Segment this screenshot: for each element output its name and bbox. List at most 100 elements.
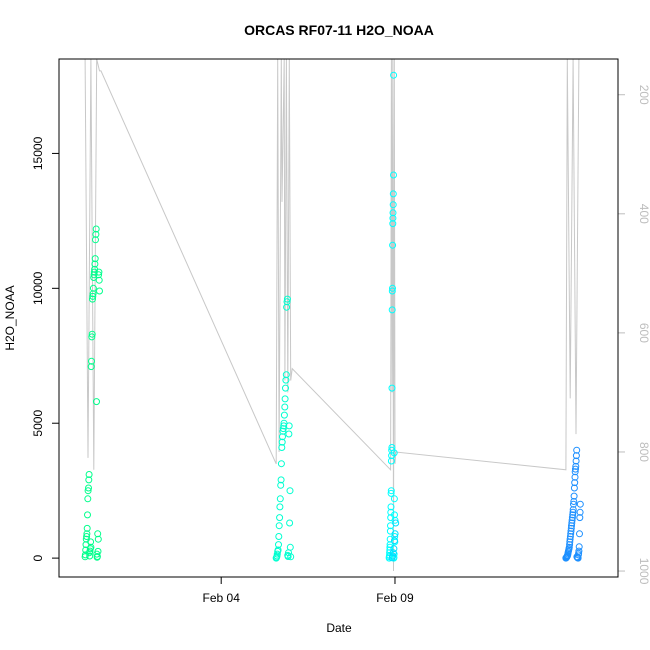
x-tick-label: Feb 04: [203, 591, 241, 605]
data-point-rf11: [570, 500, 577, 508]
data-point-rf07: [94, 535, 102, 543]
data-point-rf11: [566, 538, 574, 546]
data-point-rf07: [95, 271, 103, 279]
plot-box: [58, 58, 619, 578]
data-point-rf09: [389, 201, 397, 209]
data-point-rf07: [87, 543, 95, 551]
data-point-rf11: [572, 465, 579, 473]
data-point-rf11: [566, 535, 574, 543]
data-point-rf07: [95, 276, 103, 284]
data-point-rf11: [571, 479, 579, 487]
data-point-rf07: [91, 255, 99, 263]
data-point-rf11: [576, 500, 584, 508]
data-point-rf11: [575, 543, 583, 551]
data-point-rf08: [273, 550, 281, 558]
data-point-rf07: [94, 547, 102, 555]
data-point-rf08: [287, 553, 295, 561]
data-point-rf11: [576, 508, 584, 516]
data-point-rf09: [387, 489, 395, 497]
data-point-rf08: [286, 543, 294, 551]
data-point-rf11: [570, 484, 578, 492]
data-point-rf11: [573, 446, 581, 454]
data-point-rf09: [387, 503, 395, 511]
data-point-rf08: [281, 403, 289, 411]
data-point-rf08: [275, 533, 283, 540]
points-layer: [81, 71, 584, 562]
data-point-rf11: [568, 522, 575, 530]
data-point-rf08: [281, 395, 289, 403]
data-point-rf08: [284, 553, 292, 560]
data-point-rf08: [280, 411, 288, 419]
chart-title: ORCAS RF07-11 H2O_NOAA: [244, 22, 434, 38]
data-point-rf07: [91, 260, 99, 268]
data-point-rf10: [389, 552, 397, 560]
data-point-rf08: [278, 444, 286, 451]
data-point-rf07: [89, 292, 97, 300]
data-point-rf08: [282, 371, 290, 379]
data-point-rf07: [85, 471, 93, 478]
data-point-rf11: [576, 530, 583, 538]
y2-tick-label: 1000: [637, 558, 650, 585]
data-point-rf08: [279, 433, 286, 441]
data-point-rf08: [276, 514, 284, 522]
data-point-rf08: [275, 541, 282, 549]
data-point-rf09: [389, 190, 397, 198]
data-point-rf11: [571, 468, 579, 476]
y2-tick-label: 600: [637, 323, 650, 343]
y2-tick-label: 800: [637, 442, 650, 462]
data-point-rf08: [286, 487, 294, 495]
data-point-rf08: [285, 422, 293, 430]
data-point-rf07: [89, 295, 96, 303]
data-point-rf09: [389, 220, 397, 228]
data-point-rf09: [387, 487, 395, 495]
data-point-rf07: [87, 538, 95, 546]
data-point-rf10: [390, 545, 398, 553]
data-point-rf09: [386, 543, 394, 551]
data-point-rf11: [572, 462, 580, 470]
data-point-rf07: [95, 268, 103, 276]
data-point-rf08: [277, 481, 285, 489]
y2-tick-label: 200: [637, 85, 650, 105]
data-point-rf11: [574, 554, 582, 562]
y2-tick-label: 400: [637, 204, 650, 224]
data-point-rf07: [93, 398, 100, 406]
data-point-rf11: [569, 508, 577, 516]
data-point-rf08: [279, 425, 287, 433]
data-point-rf08: [286, 519, 294, 527]
data-point-rf09: [391, 516, 399, 524]
data-point-rf09: [388, 306, 396, 314]
data-point-rf09: [387, 457, 395, 465]
data-point-rf09: [390, 449, 398, 457]
data-point-rf08: [283, 298, 291, 306]
x-tick-label: Feb 09: [376, 591, 414, 605]
data-point-rf07: [83, 524, 91, 532]
data-point-rf10: [391, 537, 398, 545]
data-point-rf07: [84, 495, 92, 503]
data-point-rf11: [570, 492, 578, 500]
data-point-rf11: [566, 541, 574, 549]
data-point-rf08: [274, 546, 282, 554]
data-point-rf09: [390, 71, 398, 79]
data-point-rf11: [565, 543, 573, 551]
data-point-rf11: [567, 527, 575, 535]
y-tick-label: 5000: [31, 410, 45, 437]
data-point-rf08: [276, 495, 284, 503]
data-point-rf11: [569, 511, 577, 519]
data-point-rf07: [94, 530, 102, 538]
data-point-rf09: [389, 209, 397, 217]
data-point-rf07: [83, 533, 91, 540]
pressure-line: [84, 58, 581, 572]
y-tick-label: 0: [31, 554, 45, 561]
y-tick-label: 15000: [31, 136, 45, 170]
data-point-rf10: [391, 530, 399, 538]
data-point-rf07: [84, 487, 92, 495]
data-point-rf11: [566, 533, 574, 540]
axes-layer: Feb 04 Feb 09 0 5000 10000 15000 200 400 600 800 1…: [31, 85, 650, 605]
y-tick-label: 10000: [31, 271, 45, 305]
data-point-rf07: [92, 230, 100, 238]
data-point-rf11: [569, 506, 577, 514]
data-point-rf08: [285, 430, 293, 438]
data-point-rf07: [83, 530, 91, 538]
data-point-rf11: [571, 473, 579, 481]
data-point-rf07: [96, 287, 103, 295]
